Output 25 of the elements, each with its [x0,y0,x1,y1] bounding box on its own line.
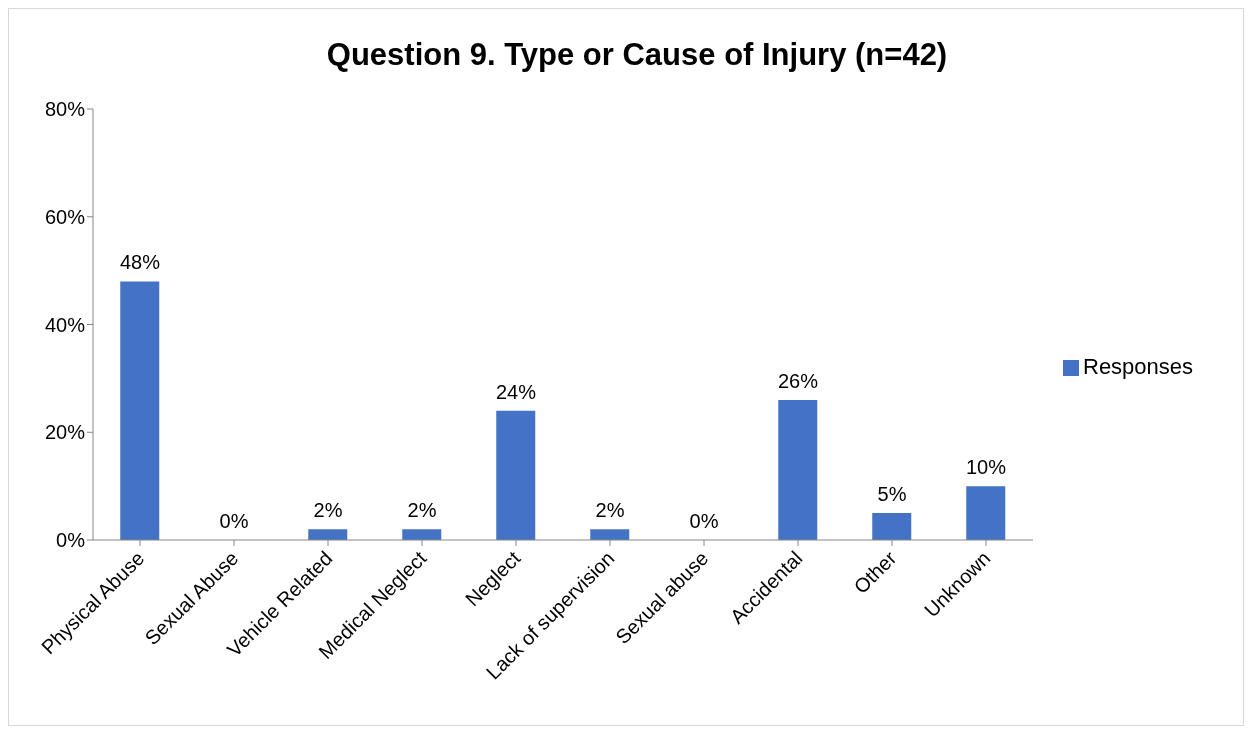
data-label: 5% [877,483,907,506]
legend-label: Responses [1083,354,1194,379]
data-label: 2% [407,499,437,522]
bar [308,529,348,540]
y-tick-label: 80% [44,98,86,121]
data-label: 26% [777,369,819,392]
bar [496,410,536,540]
chart-title: Question 9. Type or Cause of Injury (n=42) [325,37,949,73]
y-tick-label: 60% [44,205,86,228]
y-tick-label: 40% [44,313,86,336]
data-label: 0% [219,510,249,532]
bar [966,486,1006,540]
data-label: 0% [689,510,719,532]
bar [120,281,160,540]
data-label: 10% [965,456,1007,479]
data-label: 24% [495,380,537,403]
bar [778,399,818,540]
y-tick-label: 0% [56,529,86,552]
bar [590,529,630,540]
data-label: 48% [119,251,161,274]
data-label: 2% [595,499,625,522]
data-label: 2% [313,499,343,522]
y-tick-label: 20% [44,421,86,444]
bar [402,529,442,540]
bar [872,513,912,540]
